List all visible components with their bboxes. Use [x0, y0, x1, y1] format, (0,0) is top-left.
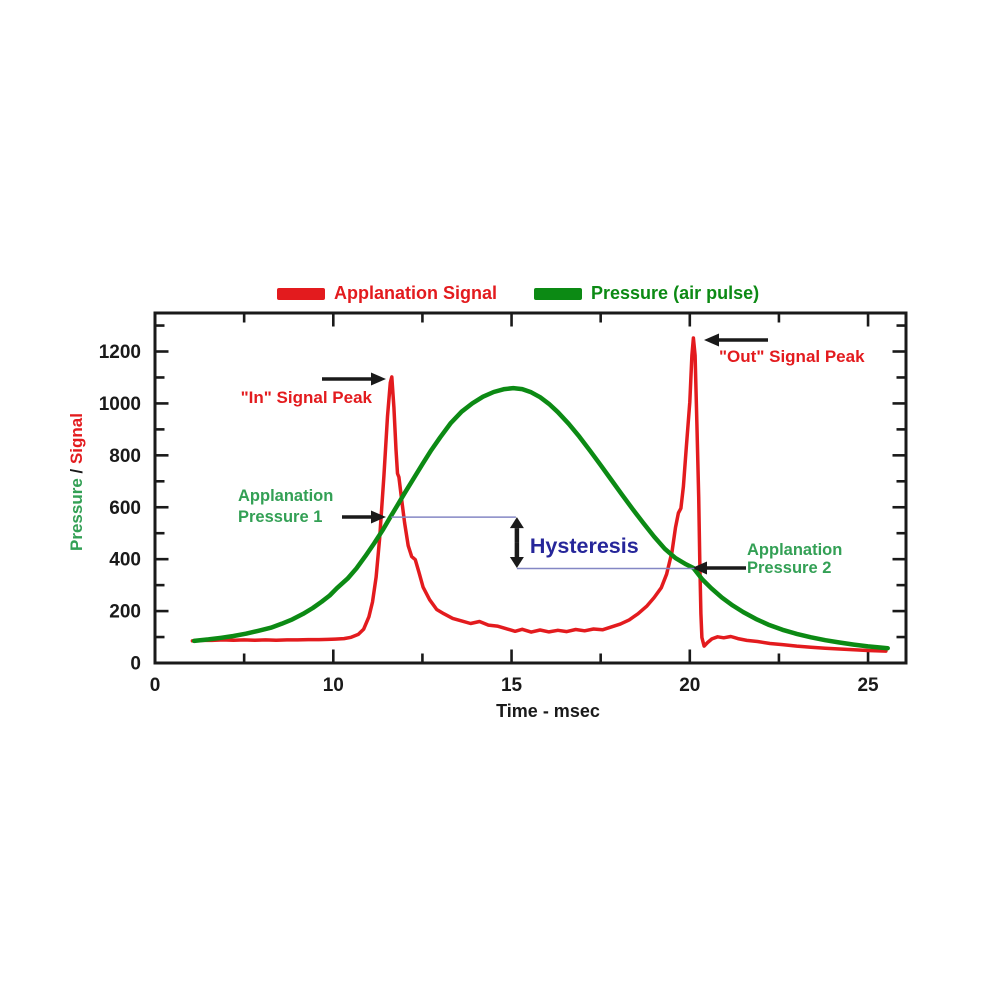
annotation-hysteresis: Hysteresis: [391, 516, 695, 570]
applanation-1-line-1: Applanation: [238, 487, 333, 505]
applanation-1-line-2: Pressure 1: [238, 508, 322, 526]
legend-item-applanation-signal: Applanation Signal: [277, 283, 497, 304]
y-tick-label-600: 600: [109, 498, 141, 519]
y-axis-ticks: 0 200 400 600 800 1000 1200: [99, 324, 905, 675]
y-tick-label-800: 800: [109, 446, 141, 467]
x-axis-ticks: 0 10 15 20 25: [150, 314, 879, 696]
annotation-in-peak: "In" Signal Peak: [241, 372, 386, 407]
applanation-signal-curve: [190, 336, 888, 653]
annotation-applanation-1: Applanation Pressure 1: [238, 487, 386, 526]
y-tick-label-1200: 1200: [99, 342, 141, 363]
x-tick-label-20: 20: [679, 675, 700, 696]
y-tick-label-200: 200: [109, 602, 141, 623]
legend-swatch-red: [277, 287, 325, 300]
legend: Applanation Signal Pressure (air pulse): [277, 283, 759, 304]
y-tick-label-400: 400: [109, 550, 141, 571]
y-tick-label-1000: 1000: [99, 394, 141, 415]
x-tick-label-15: 15: [501, 675, 523, 696]
x-tick-label-0: 0: [150, 675, 161, 696]
legend-label-pressure: Pressure (air pulse): [591, 283, 760, 303]
annotation-out-peak: "Out" Signal Peak: [704, 333, 865, 366]
hysteresis-label: Hysteresis: [530, 534, 639, 558]
x-tick-label-25: 25: [857, 675, 879, 696]
legend-label-applanation-signal: Applanation Signal: [334, 283, 498, 303]
applanation-2-line-2: Pressure 2: [747, 559, 831, 577]
legend-item-pressure: Pressure (air pulse): [534, 283, 759, 304]
in-peak-label: "In" Signal Peak: [241, 388, 373, 407]
pressure-curve: [191, 385, 890, 651]
out-peak-label: "Out" Signal Peak: [719, 347, 865, 366]
applanation-2-line-1: Applanation: [747, 541, 842, 559]
y-tick-label-0: 0: [130, 654, 141, 675]
x-axis-title: Time - msec: [496, 701, 600, 721]
x-tick-label-10: 10: [323, 675, 344, 696]
plot-frame: [153, 311, 908, 665]
legend-swatch-green: [534, 287, 583, 300]
